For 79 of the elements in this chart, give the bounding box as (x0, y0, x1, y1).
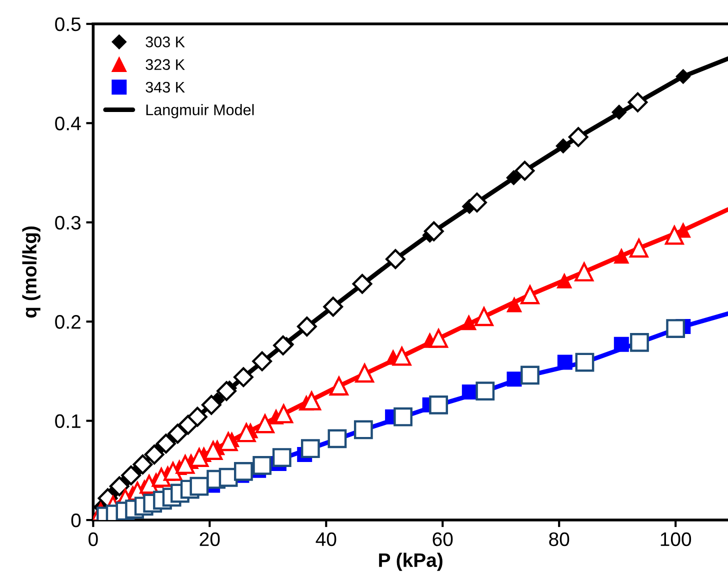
point (429, 329, 448, 348)
point (355, 364, 374, 383)
point (506, 297, 522, 312)
point (328, 429, 347, 448)
point (176, 455, 195, 474)
point (556, 138, 571, 154)
x-tick-label: 60 (432, 532, 453, 546)
point (630, 332, 649, 352)
y-tick-label: 0.2 (55, 315, 80, 329)
x-tick-label: 0 (88, 532, 98, 546)
point (474, 307, 494, 326)
point (109, 476, 130, 496)
point (187, 406, 208, 427)
point (612, 104, 627, 120)
point (629, 238, 648, 258)
point (574, 262, 594, 282)
y-tick-label: 0.3 (55, 216, 81, 230)
point (352, 274, 372, 294)
point (330, 376, 348, 396)
point (354, 420, 373, 440)
point (296, 316, 317, 336)
x-tick-label: 40 (316, 532, 336, 546)
point (568, 127, 588, 147)
point (234, 462, 253, 481)
legend-label: 303 K (146, 36, 185, 48)
x-tick-label: 80 (549, 532, 570, 546)
point (557, 354, 572, 370)
point (190, 476, 209, 496)
point (614, 336, 629, 352)
point (462, 384, 477, 400)
point (386, 249, 406, 270)
legend-label: 323 K (146, 59, 185, 70)
point (252, 351, 272, 372)
point (520, 366, 540, 385)
point (252, 456, 272, 475)
x-tick-label: 100 (660, 532, 692, 546)
x-tick-label: 20 (200, 532, 220, 546)
point (506, 170, 522, 186)
point (300, 439, 320, 458)
point (216, 381, 237, 401)
point (628, 92, 648, 112)
y-tick-label: 0.5 (55, 17, 81, 32)
point (461, 315, 476, 330)
legend-label: Langmuir Model (146, 104, 254, 118)
point (233, 367, 254, 388)
point (575, 352, 594, 372)
point (164, 462, 182, 481)
point (666, 319, 686, 338)
point (392, 346, 412, 366)
point (424, 221, 444, 242)
point (152, 468, 171, 487)
point (132, 454, 153, 474)
point (614, 248, 629, 264)
point (556, 273, 572, 288)
point (204, 441, 223, 460)
point (272, 448, 292, 467)
y-axis-title: q (mol/kg) (22, 226, 40, 318)
point (676, 69, 691, 84)
point (168, 424, 188, 444)
legend-label: 343 K (146, 82, 185, 93)
point (429, 395, 448, 414)
point (664, 226, 684, 245)
y-tick-label: 0 (71, 514, 81, 528)
x-axis-title: P (kPa) (379, 552, 442, 571)
y-tick-label: 0.4 (55, 116, 81, 130)
point (323, 296, 344, 317)
point (394, 407, 412, 426)
point (156, 434, 176, 454)
point (190, 448, 209, 467)
point (506, 372, 522, 387)
point (273, 335, 293, 356)
point (256, 414, 274, 434)
point (236, 423, 256, 442)
point (201, 394, 222, 415)
point (514, 160, 535, 181)
point (476, 382, 495, 400)
y-tick-label: 0.1 (55, 414, 80, 428)
point (144, 444, 164, 464)
point (520, 285, 540, 304)
